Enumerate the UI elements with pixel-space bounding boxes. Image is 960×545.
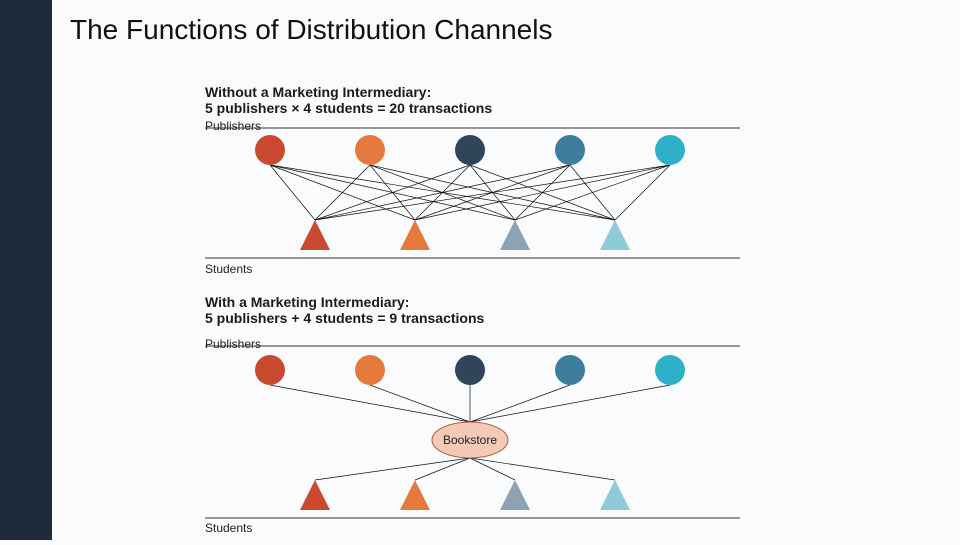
publisher-node <box>655 355 685 385</box>
publishers-label: Publishers <box>205 119 261 133</box>
publishers-label: Publishers <box>205 337 261 351</box>
student-node <box>500 220 530 250</box>
section-title-line2: 5 publishers + 4 students = 9 transactio… <box>205 310 485 326</box>
section-title-line1: With a Marketing Intermediary: <box>205 294 409 310</box>
students-label: Students <box>205 521 252 535</box>
publisher-node <box>555 135 585 165</box>
edge <box>415 458 470 480</box>
edge <box>370 385 470 422</box>
edge <box>315 165 570 220</box>
publisher-node <box>455 355 485 385</box>
edge <box>470 385 570 422</box>
edge <box>615 165 670 220</box>
slide-sidebar <box>0 0 52 540</box>
publisher-node <box>255 135 285 165</box>
edge <box>470 385 670 422</box>
publisher-node <box>255 355 285 385</box>
publisher-node <box>355 135 385 165</box>
student-node <box>600 480 630 510</box>
edge <box>315 458 470 480</box>
students-label: Students <box>205 262 252 276</box>
student-node <box>400 220 430 250</box>
section-title-line2: 5 publishers × 4 students = 20 transacti… <box>205 100 492 116</box>
student-node <box>600 220 630 250</box>
student-node <box>400 480 430 510</box>
slide-title: The Functions of Distribution Channels <box>70 14 552 46</box>
edge <box>270 385 470 422</box>
diagram-container: Without a Marketing Intermediary:5 publi… <box>200 80 740 530</box>
publisher-node <box>355 355 385 385</box>
section-title-line1: Without a Marketing Intermediary: <box>205 84 431 100</box>
publisher-node <box>655 135 685 165</box>
edge <box>415 165 670 220</box>
student-node <box>300 220 330 250</box>
distribution-diagram: Without a Marketing Intermediary:5 publi… <box>200 80 740 540</box>
student-node <box>500 480 530 510</box>
intermediary-label: Bookstore <box>443 433 497 447</box>
publisher-node <box>555 355 585 385</box>
student-node <box>300 480 330 510</box>
publisher-node <box>455 135 485 165</box>
